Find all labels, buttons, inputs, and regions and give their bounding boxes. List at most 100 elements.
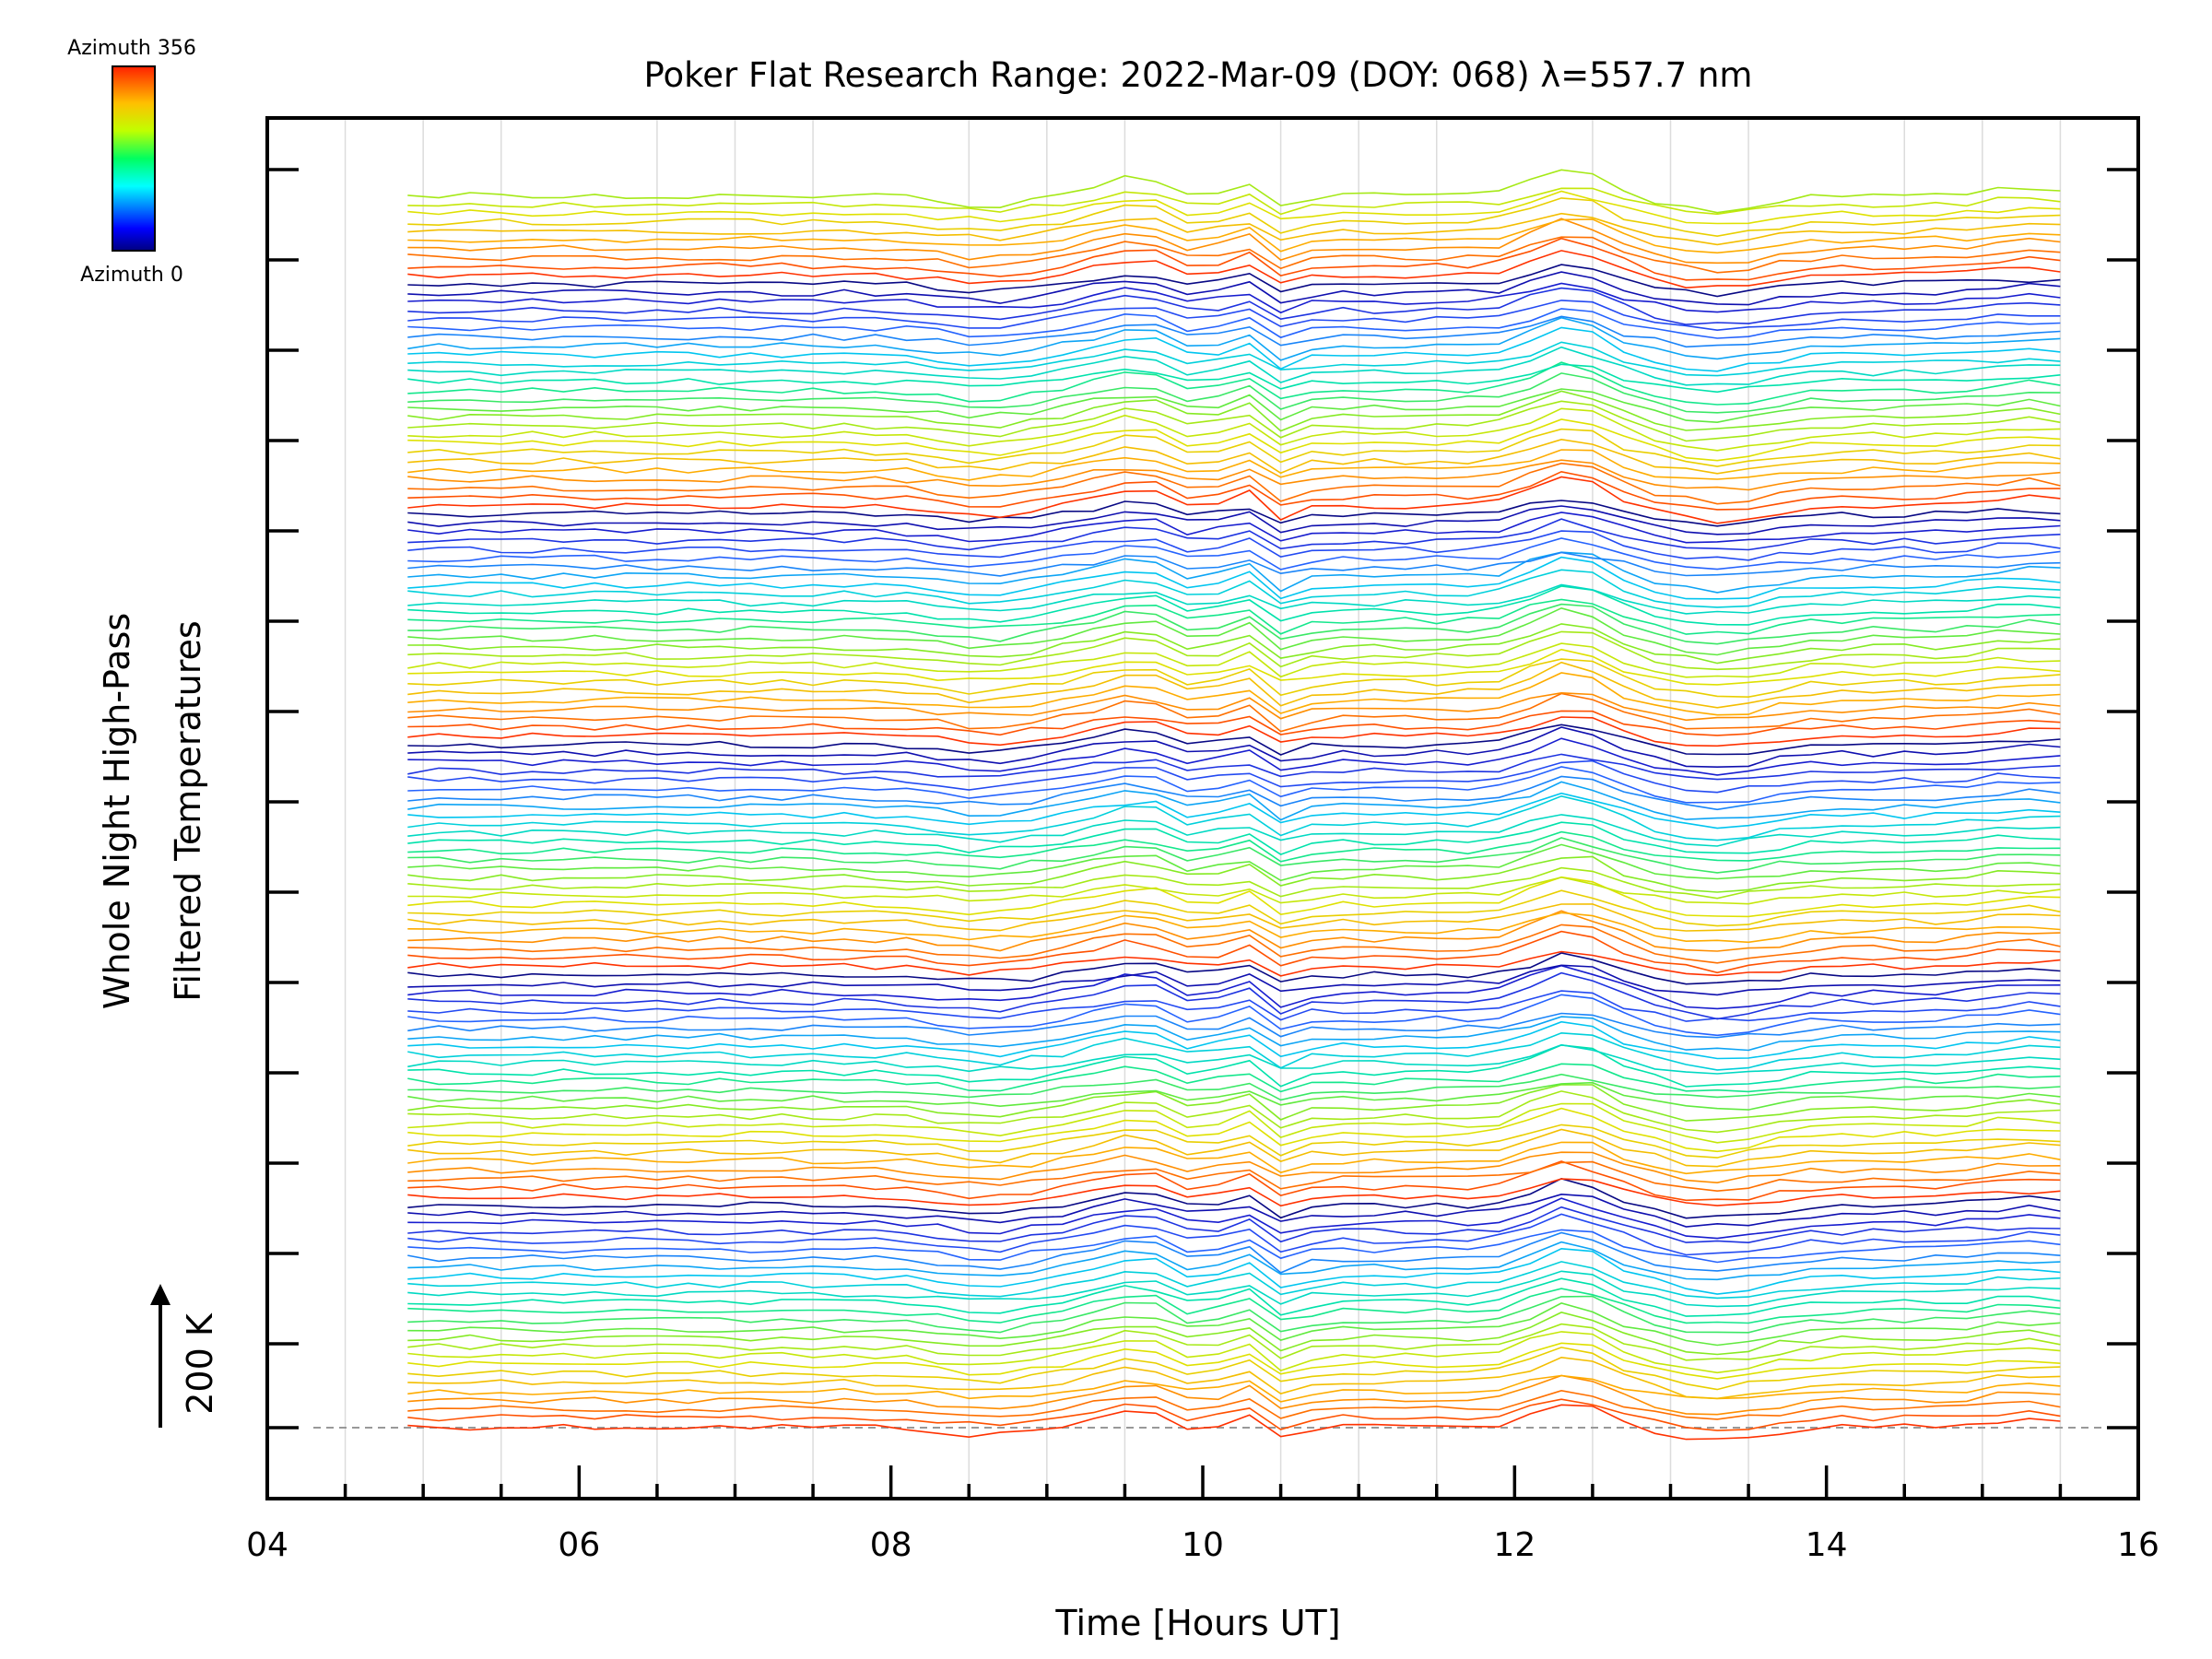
series-line [407, 505, 2061, 535]
series-line [407, 569, 2061, 608]
x-tick-label: 16 [2117, 1526, 2159, 1564]
series-line [407, 363, 2061, 394]
series-line [407, 1374, 2061, 1416]
series-line [407, 1302, 2061, 1347]
series-line [407, 390, 2061, 432]
series-line [407, 476, 2061, 524]
series-line [407, 361, 2061, 406]
series-line [407, 692, 2061, 733]
series-line [407, 1124, 2061, 1159]
colorbar-bottom-label: Azimuth 0 [80, 264, 183, 287]
series-line [407, 1295, 2061, 1334]
series-line [407, 1073, 2061, 1101]
series-line [407, 372, 2061, 414]
series-line [407, 990, 2061, 1022]
series-line [407, 551, 2061, 577]
series-line [407, 341, 2061, 377]
x-axis-ticks [265, 1465, 2140, 1499]
series-line [407, 287, 2061, 325]
series-line [407, 1312, 2061, 1356]
series-line [407, 271, 2061, 306]
series-line [407, 583, 2061, 615]
series-line [407, 169, 2061, 214]
series-line [407, 1197, 2061, 1240]
series-line [407, 1160, 2061, 1193]
series-line [407, 1374, 2061, 1403]
series-line [407, 1160, 2061, 1202]
series-line [407, 1270, 2061, 1308]
series-line [407, 1398, 2061, 1431]
series-line [407, 400, 2061, 442]
series-line [407, 952, 2061, 985]
series-line [407, 218, 2061, 254]
series-line [407, 1102, 2061, 1144]
azimuth-colorbar [112, 65, 156, 252]
series-line [407, 197, 2061, 238]
series-line [407, 877, 2061, 905]
series-line [407, 530, 2061, 561]
series-line [407, 236, 2061, 274]
series-line [407, 971, 2061, 1020]
series-line [407, 1331, 2061, 1374]
series-line [407, 648, 2061, 686]
series-line [407, 1323, 2061, 1361]
series-line [407, 218, 2061, 265]
scale-arrow-head [150, 1284, 171, 1305]
series-line [407, 994, 2061, 1037]
series-line [407, 237, 2061, 281]
y-axis-ticks [267, 168, 2138, 1430]
series-line [407, 316, 2061, 361]
series-line [407, 766, 2061, 804]
series-line [407, 315, 2061, 348]
series-line [407, 1261, 2061, 1300]
series-line [407, 308, 2061, 339]
series-line [407, 889, 2061, 927]
series-line [407, 1128, 2061, 1168]
series-line [407, 781, 2061, 821]
series-line [407, 603, 2061, 645]
series-line [407, 551, 2061, 594]
series-line [407, 438, 2061, 475]
series-line [407, 418, 2061, 462]
series-line [407, 449, 2061, 481]
series-line [407, 1277, 2061, 1317]
series-line [407, 830, 2061, 863]
x-tick-label: 14 [1806, 1526, 1848, 1564]
series-line [407, 716, 2061, 747]
x-axis-label: Time [Hours UT] [1054, 1603, 1340, 1643]
series-line [407, 212, 2061, 246]
x-tick-label: 08 [870, 1526, 912, 1564]
series-line [407, 1342, 2061, 1380]
series-line [407, 759, 2061, 794]
series-line [407, 855, 2061, 893]
series-line [407, 912, 2061, 944]
series-line [407, 1213, 2061, 1256]
series-line [407, 724, 2061, 756]
series-line [407, 606, 2061, 656]
series-line [407, 512, 2061, 544]
series-line [407, 924, 2061, 964]
series-line [407, 1356, 2061, 1400]
series-line [407, 250, 2061, 289]
series-line [407, 1081, 2061, 1111]
series-line [407, 556, 2061, 600]
series-line [407, 710, 2061, 736]
series-line [407, 642, 2061, 678]
series-line [407, 1404, 2061, 1441]
series-line [407, 282, 2061, 314]
series-line [407, 598, 2061, 635]
series-line [407, 792, 2061, 830]
series-line [407, 1020, 2061, 1060]
series-line [407, 1247, 2061, 1295]
series-line [407, 190, 2061, 225]
y-axis-label-line2: Filtered Temperatures [168, 620, 208, 1001]
series-line [407, 837, 2061, 874]
series-line [407, 691, 2061, 722]
series-line [407, 876, 2061, 918]
series-line [407, 1016, 2061, 1052]
series-lines [407, 169, 2061, 1441]
series-line [407, 537, 2061, 571]
series-line [407, 459, 2061, 491]
x-tick-label: 06 [558, 1526, 600, 1564]
series-line [407, 964, 2061, 1010]
